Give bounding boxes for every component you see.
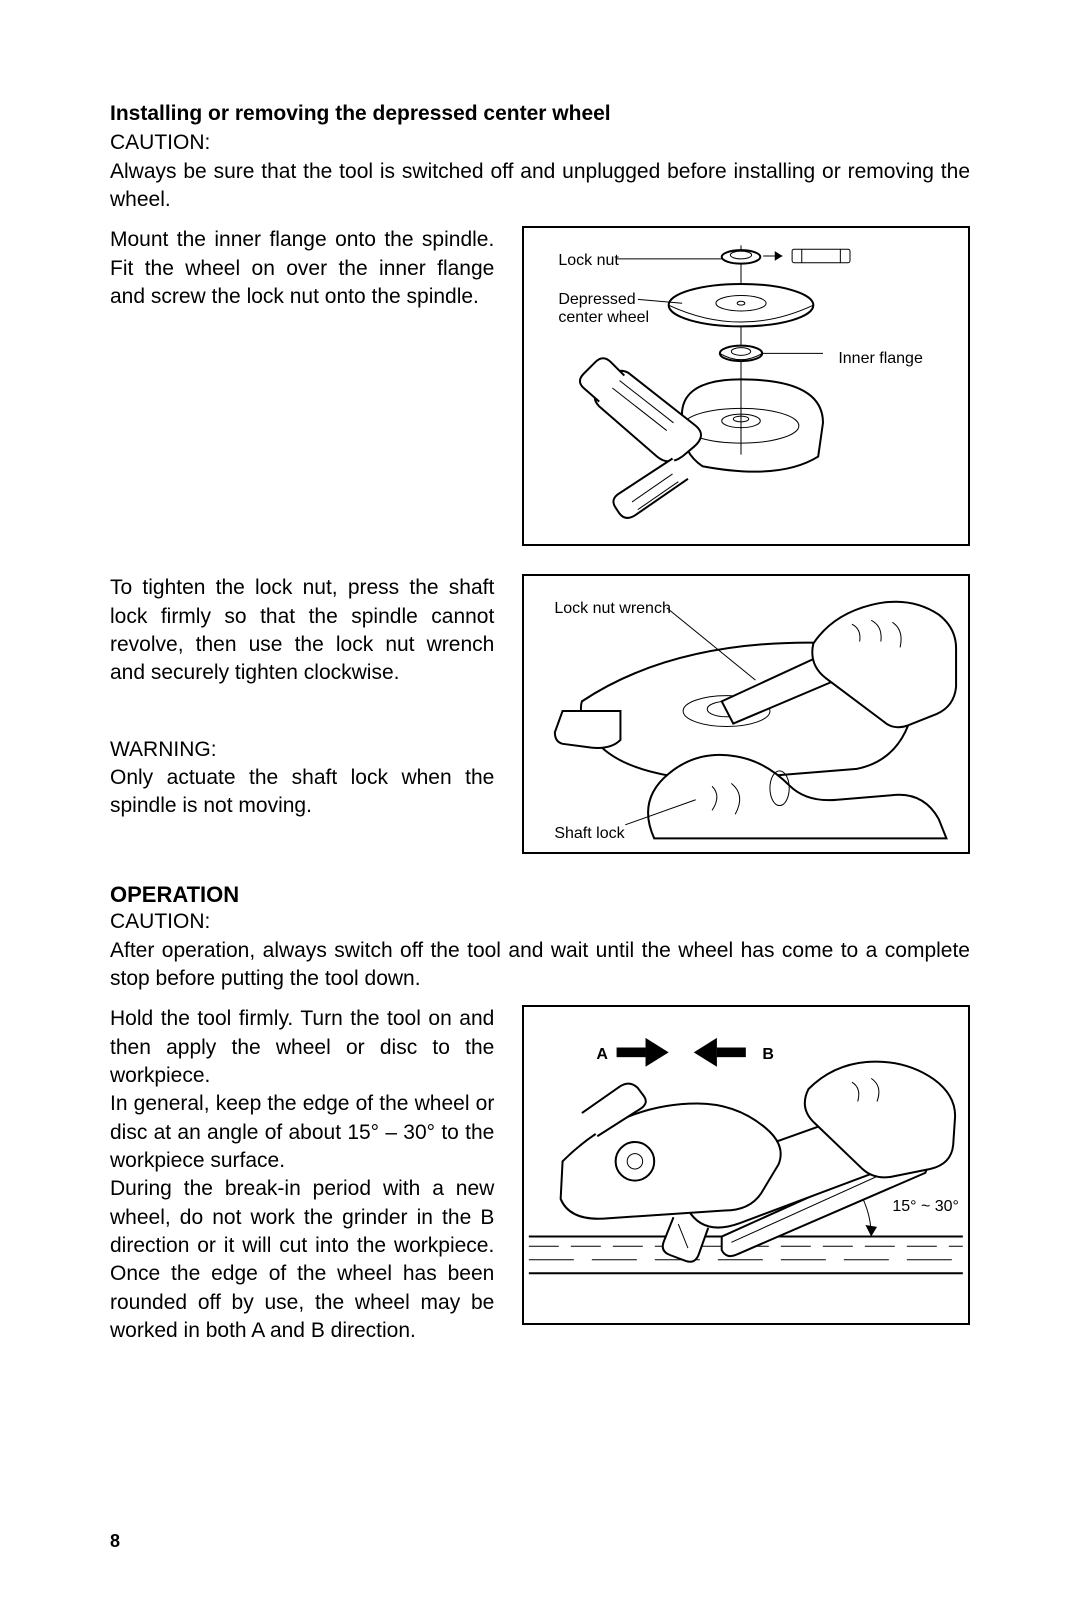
section1-warning-label: WARNING: [110,736,494,764]
fig1-inner-flange-label: Inner flange [838,349,923,368]
section1-para1: Mount the inner flange onto the spindle.… [110,226,494,311]
figure-exploded-view: Lock nut Depressed center wheel Inner fl… [522,226,970,546]
section2-title: OPERATION [110,882,970,908]
fig3-angle-label: 15° ~ 30° [892,1197,959,1216]
section1-para2: To tighten the lock nut, press the shaft… [110,574,494,687]
fig2-wrench-label: Lock nut wrench [554,599,671,618]
section1-caution-label: CAUTION: [110,129,970,157]
section1-caution-text: Always be sure that the tool is switched… [110,158,970,215]
fig1-depressed-label-2: center wheel [558,308,649,327]
page-number: 8 [110,1531,120,1552]
section-operation: OPERATION CAUTION: After operation, alwa… [110,882,970,1345]
fig3-a-label: A [596,1045,608,1064]
section-installing: Installing or removing the depressed cen… [110,100,970,854]
section1-title: Installing or removing the depressed cen… [110,100,970,127]
fig1-locknut-label: Lock nut [558,251,618,270]
section2-para2: In general, keep the edge of the wheel o… [110,1090,494,1175]
section2-caution-text: After operation, always switch off the t… [110,937,970,994]
section1-warning-text: Only actuate the shaft lock when the spi… [110,764,494,821]
figure-tighten-locknut: Lock nut wrench Shaft lock [522,574,970,854]
fig3-b-label: B [762,1045,774,1064]
section2-para1: Hold the tool firmly. Turn the tool on a… [110,1005,494,1090]
fig1-depressed-label-1: Depressed [558,290,635,309]
figure-operation-angle: A B 15° ~ 30° [522,1005,970,1325]
section2-para3: During the break-in period with a new wh… [110,1175,494,1345]
fig2-shaftlock-label: Shaft lock [554,824,624,843]
section2-caution-label: CAUTION: [110,908,970,936]
